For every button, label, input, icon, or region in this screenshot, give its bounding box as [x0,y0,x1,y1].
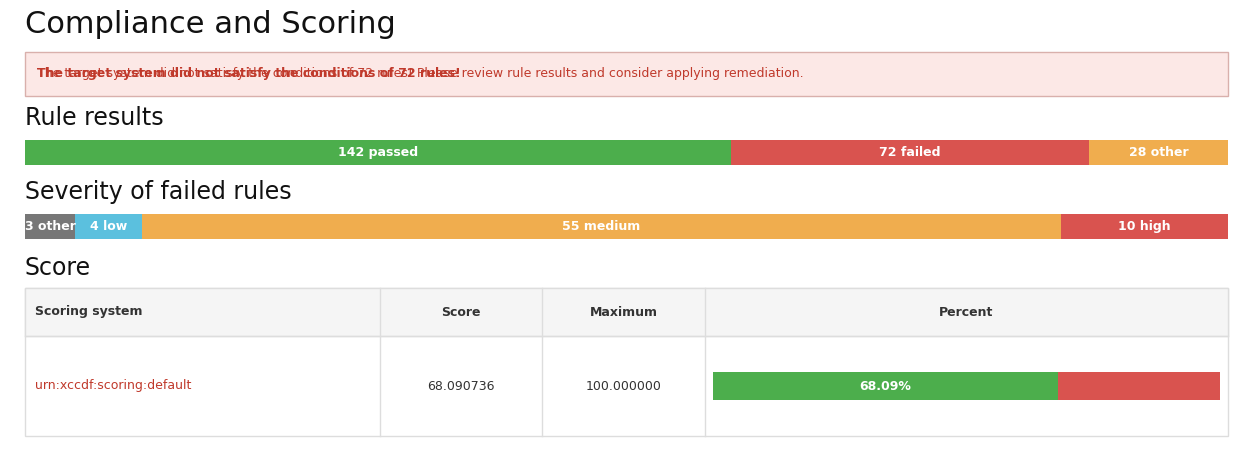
Bar [142,214,1061,239]
Bar [75,214,142,239]
Text: 72 failed: 72 failed [880,146,941,159]
Bar [1089,140,1228,165]
Text: Severity of failed rules: Severity of failed rules [25,180,292,204]
Text: 55 medium: 55 medium [563,220,640,233]
Text: Scoring system: Scoring system [35,305,143,318]
Bar [1058,372,1220,400]
Text: 28 other: 28 other [1129,146,1188,159]
Text: 142 passed: 142 passed [338,146,419,159]
Text: Compliance and Scoring: Compliance and Scoring [25,10,396,39]
Text: 4 low: 4 low [90,220,127,233]
Text: Percent: Percent [940,305,994,318]
Bar [713,372,1058,400]
Bar [25,288,1228,336]
Text: urn:xccdf:scoring:default: urn:xccdf:scoring:default [35,379,192,392]
Bar [1061,214,1228,239]
Text: Rule results: Rule results [25,106,164,130]
Text: Maximum: Maximum [589,305,658,318]
Text: 68.090736: 68.090736 [427,379,495,392]
Text: 3 other: 3 other [25,220,75,233]
Text: The target system did not satisfy the conditions of 72 rules! Please review rule: The target system did not satisfy the co… [38,67,803,80]
Text: Score: Score [441,305,481,318]
Bar [25,140,730,165]
Text: 10 high: 10 high [1118,220,1170,233]
Bar [25,52,1228,96]
Text: The target system did not satisfy the conditions of 72 rules!: The target system did not satisfy the co… [38,67,461,80]
Text: Score: Score [25,256,91,280]
Bar [25,288,1228,436]
Bar [25,214,75,239]
Bar [730,140,1089,165]
Text: 68.09%: 68.09% [860,379,911,392]
Text: 100.000000: 100.000000 [585,379,662,392]
